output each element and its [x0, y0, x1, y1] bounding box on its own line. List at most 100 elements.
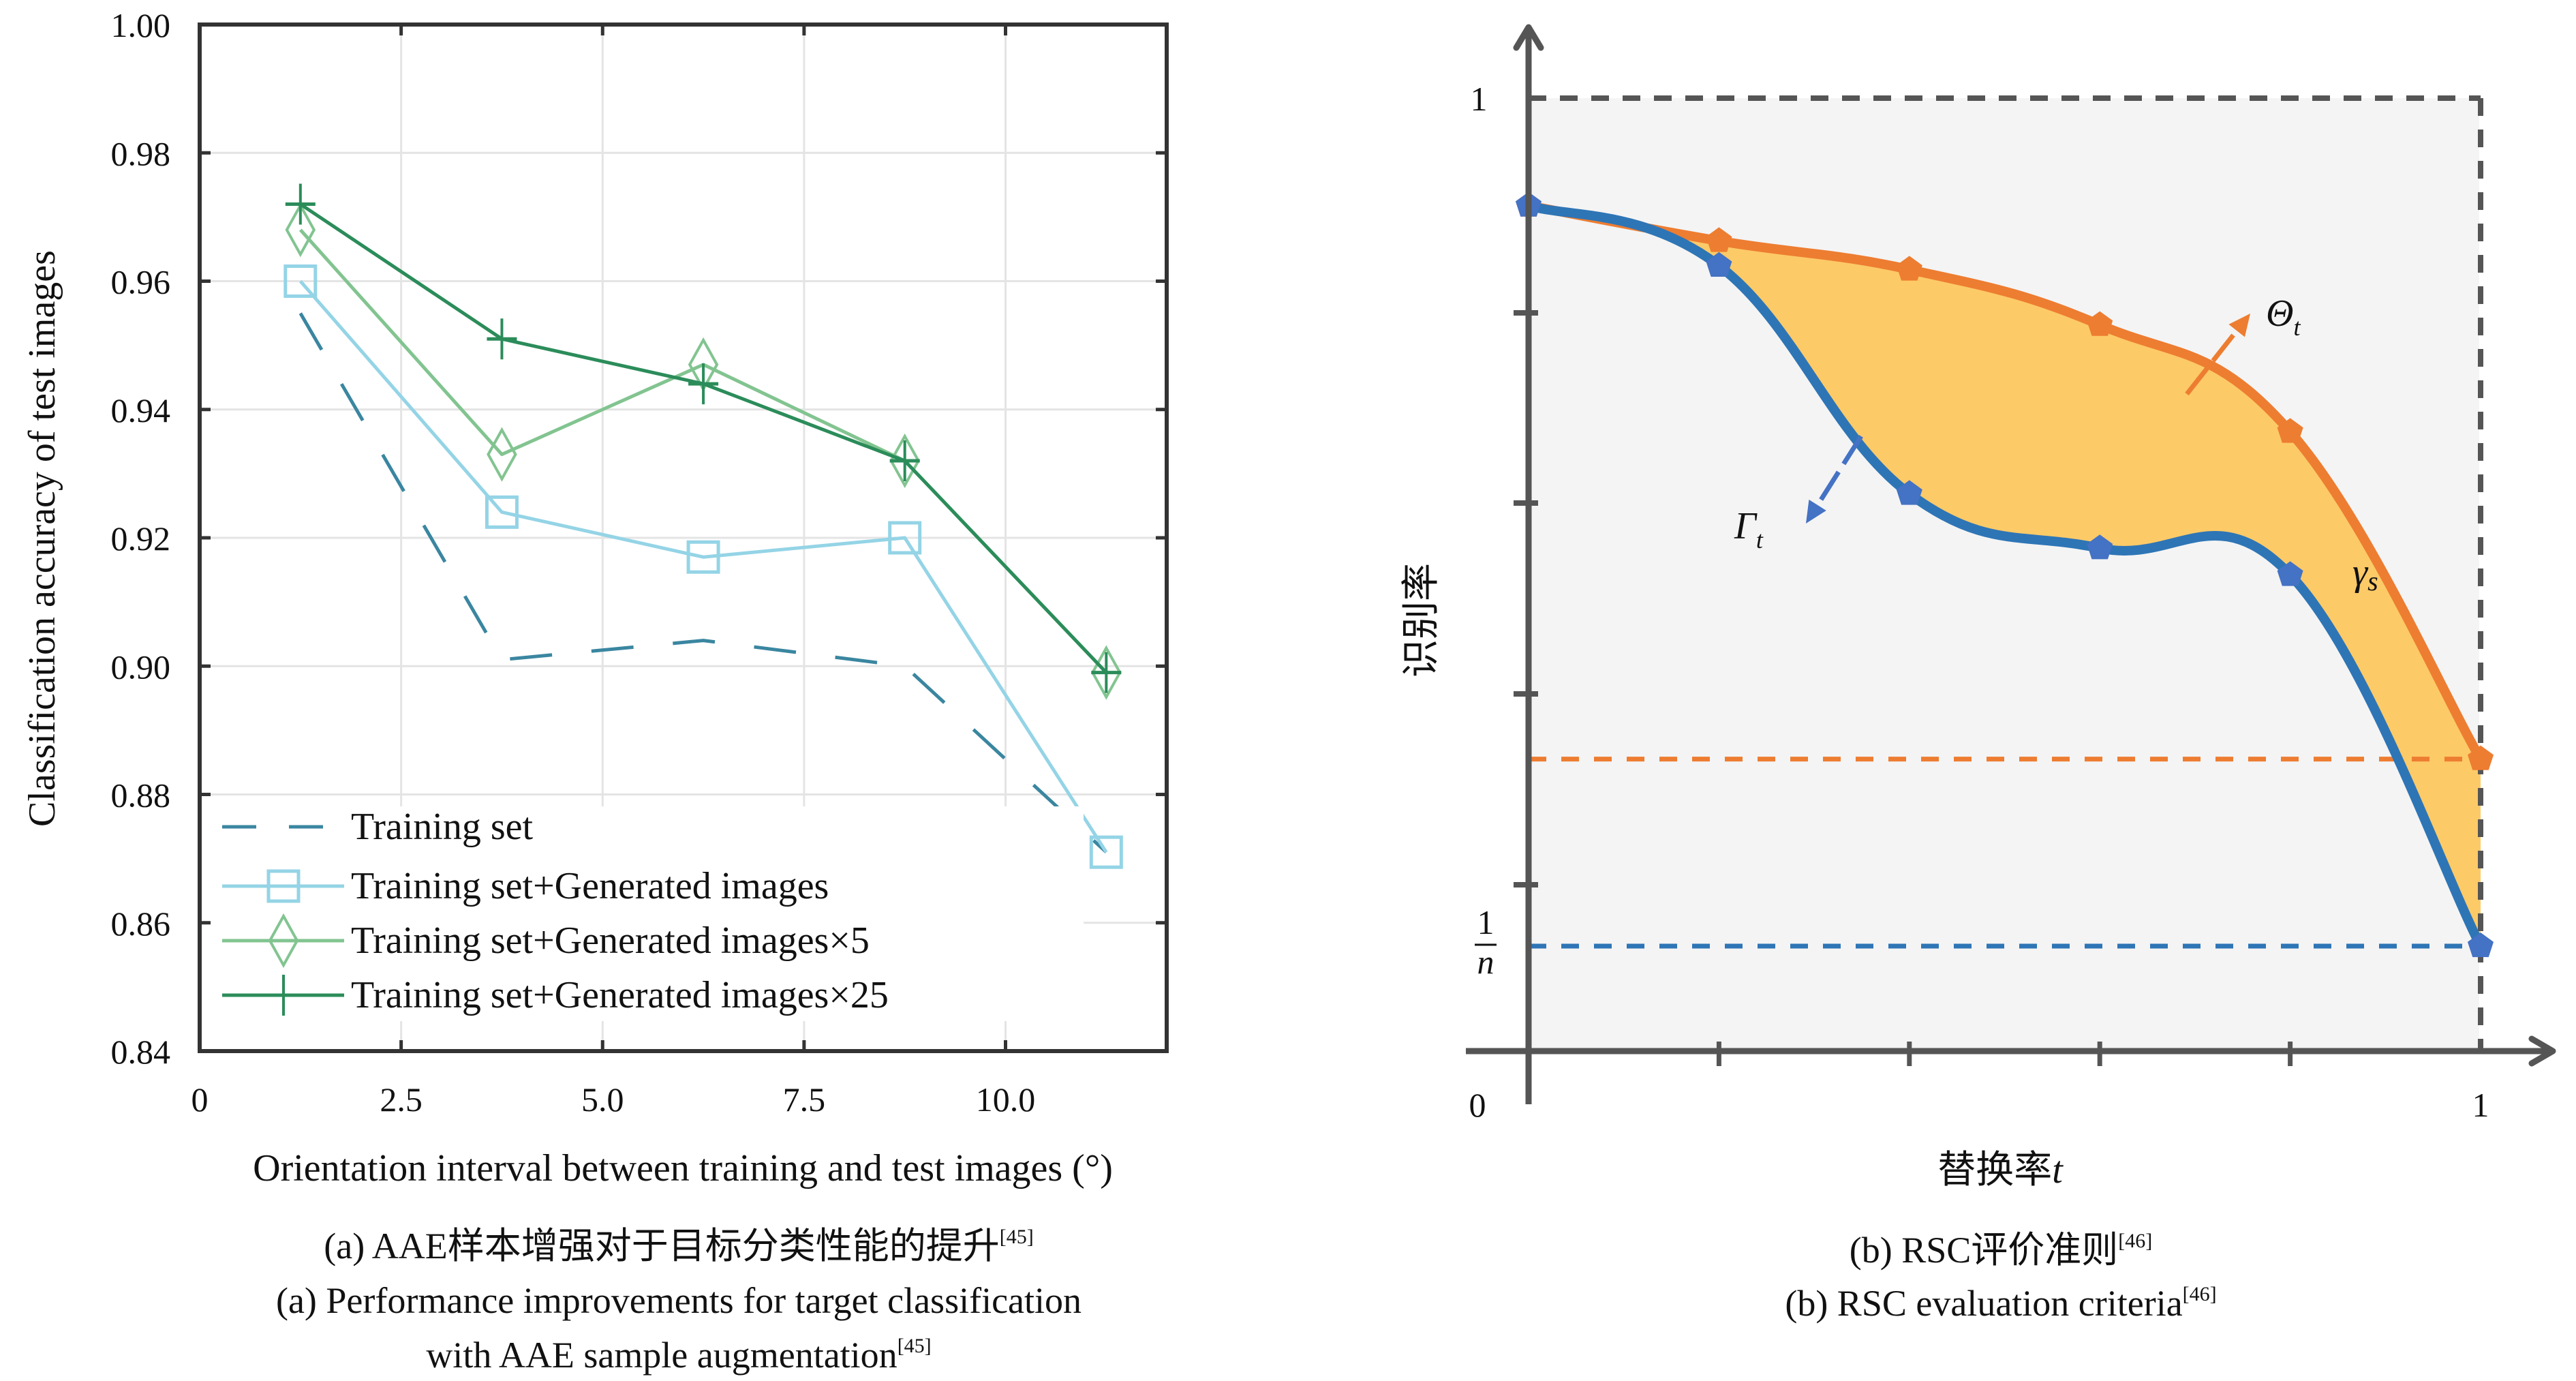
arrow-shaft: [1815, 435, 1863, 506]
y-tick-label: 0.98: [111, 134, 171, 172]
series-1: [298, 312, 1108, 854]
y-tick-label: 0.94: [111, 391, 171, 429]
caption-zh-b-ref: [46]: [2118, 1230, 2152, 1252]
caption-en-b-text: (b) RSC evaluation criteria: [1785, 1283, 2182, 1324]
caption-zh-b: (b) RSC评价准则[46]: [1850, 1230, 2153, 1271]
x-tick-label: 0: [191, 1080, 209, 1119]
x-axis-title-b: 替换率t: [1937, 1149, 2064, 1192]
x-end-label: 1: [2472, 1086, 2489, 1124]
y-tick-label: 0.84: [111, 1033, 171, 1071]
theta-symbol: Θ: [2266, 292, 2293, 335]
plus-marker: [889, 440, 920, 482]
y-axis-arrowhead: [1513, 24, 1544, 51]
y-tick-label: 1.00: [111, 6, 171, 44]
legend-label: Training set+Generated images: [351, 865, 829, 907]
x-tick-label: 2.5: [380, 1080, 423, 1119]
diamond-marker: [268, 913, 299, 969]
fraction-numerator: 1: [1477, 903, 1494, 941]
reference-lines: [1529, 757, 2481, 949]
square-marker: [1089, 835, 1123, 869]
x-axis-title-b-var: t: [2052, 1149, 2064, 1192]
arrow-head: [2228, 314, 2250, 337]
legend-items: Training set Training set+Generated image…: [222, 806, 889, 1016]
y-fraction-label: 1 n: [1475, 903, 1497, 981]
legend-item: Training set+Generated images×25: [222, 974, 889, 1016]
y-top-label: 1: [1471, 80, 1488, 118]
pentagon-marker: [1706, 252, 1732, 277]
x-tick-label: 10.0: [976, 1080, 1036, 1119]
plus-marker: [269, 975, 298, 1016]
gamma-s-label: γs: [2352, 551, 2378, 596]
axes-frame: [198, 22, 1169, 1053]
caption-en-a-line2: with AAE sample augmentation[45]: [426, 1335, 931, 1376]
square-marker: [686, 540, 720, 574]
plus-marker: [487, 318, 517, 360]
axes: [1466, 24, 2556, 1104]
x-tick-label: 5.0: [581, 1080, 624, 1119]
caption-en-a-line2-text: with AAE sample augmentation: [426, 1335, 897, 1376]
theta-subscript: t: [2293, 314, 2301, 341]
pentagon-marker: [2087, 311, 2113, 336]
gamma-t-subscript: t: [1756, 526, 1764, 553]
pentagon-marker: [2087, 534, 2113, 560]
plus-marker: [1091, 652, 1122, 693]
y-axis-title-b: 识别率: [1400, 563, 1443, 678]
pentagon-marker: [2277, 561, 2303, 586]
caption-zh-b-text: (b) RSC评价准则: [1850, 1230, 2119, 1271]
caption-zh-a-ref: [45]: [1000, 1226, 1034, 1248]
legend-item: Training set+Generated images: [222, 865, 829, 907]
theta-direction-arrow: [2185, 314, 2250, 396]
legend-item: Training set+Generated images×5: [222, 913, 870, 969]
legend-box: [204, 806, 1084, 1021]
panel-a-chart: Training set Training set+Generated image…: [21, 6, 1169, 1376]
origin-label: 0: [1469, 1086, 1486, 1124]
curves: [1515, 192, 2494, 958]
pentagon-marker: [1706, 227, 1732, 252]
square-marker: [888, 521, 922, 555]
square-marker: [266, 869, 301, 903]
y-tick-label: 0.96: [111, 263, 171, 301]
series-2: [283, 264, 1123, 869]
square-marker: [283, 264, 318, 298]
x-axis-title: Orientation interval between training an…: [253, 1147, 1113, 1189]
caption-en-a-ref: [45]: [898, 1335, 932, 1357]
series-4: [285, 183, 1122, 693]
grid-lines: [200, 25, 1167, 1051]
x-tick-label: 7.5: [783, 1080, 826, 1119]
axis-ticks: [1514, 310, 2293, 1066]
legend-label: Training set+Generated images×5: [351, 920, 870, 962]
panel-b-chart: 1 1 n 0 1 识别率 替换率t Θt Γt γs (b) RSC评价准则[…: [1400, 24, 2556, 1324]
y-tick-label: 0.86: [111, 905, 171, 943]
gamma-t-symbol: Γ: [1734, 505, 1758, 547]
pentagon-marker: [1896, 480, 1922, 505]
diamond-marker: [487, 427, 517, 482]
y-tick-label: 0.90: [111, 648, 171, 686]
caption-en-a-line1: (a) Performance improvements for target …: [276, 1280, 1082, 1321]
square-marker: [485, 495, 519, 529]
gamma-direction-arrow: [1806, 435, 1863, 523]
y-tick-label: 0.88: [111, 776, 171, 815]
arrow-head: [1806, 499, 1826, 523]
x-axis-arrowhead: [2528, 1035, 2556, 1067]
caption-en-b: (b) RSC evaluation criteria[46]: [1785, 1283, 2216, 1324]
gamma-s-subscript: s: [2367, 566, 2378, 596]
plus-marker: [688, 363, 719, 405]
plus-marker: [285, 183, 316, 225]
theta-t-curve: [1515, 192, 2494, 770]
y-tick-label: 0.92: [111, 519, 171, 558]
caption-zh-a: (a) AAE样本增强对于目标分类性能的提升[45]: [324, 1226, 1033, 1266]
tick-labels: 0 2.5 5.0 7.5 10.0 0.84 0.86 0.88 0.90 0.92 0.94 0.…: [111, 6, 1036, 1119]
legend-label: Training set: [351, 806, 534, 848]
y-axis-title: Classification accuracy of test images: [21, 250, 63, 827]
legend-item: Training set: [222, 806, 534, 848]
diamond-marker: [285, 202, 316, 258]
diamond-marker: [889, 433, 920, 489]
direction-arrows: [1806, 314, 2250, 523]
gamma-t-curve: [1515, 192, 2494, 958]
legend: Training set Training set+Generated image…: [204, 806, 1084, 1021]
arrow-shaft: [2185, 329, 2239, 396]
theta-label: Θt: [2266, 292, 2301, 341]
pentagon-marker: [1896, 256, 1922, 281]
pentagon-marker: [2467, 932, 2494, 958]
